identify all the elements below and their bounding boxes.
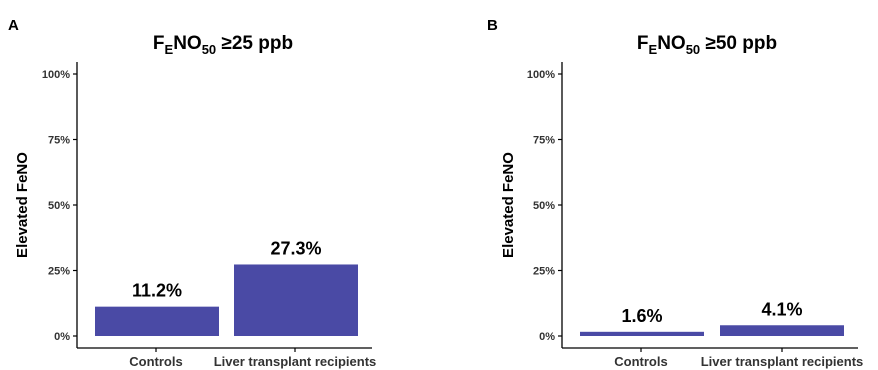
data-label: 1.6% [621,306,662,326]
y-tick-label: 25% [48,266,70,278]
x-tick-label: Liver transplant recipients [701,354,864,369]
title-part-title-main: F [153,33,165,54]
y-tick-label: 0% [54,331,70,343]
title-part-title-mid: NO [657,33,686,54]
chart-panel-a: A FENO50 ≥25 ppb Elevated FeNO 0% 25% 50% 75% 1… [8,17,376,369]
chart-title: FENO50 ≥50 ppb [637,33,777,57]
y-tick-label: 75% [48,135,70,147]
panel-letter: B [487,17,498,34]
panel-letter: A [8,17,19,34]
chart-panel-b: B FENO50 ≥50 ppb Elevated FeNO 0% 25% 50% 75% 1… [487,17,863,369]
bar [234,264,358,336]
title-part-title-main: F [637,33,649,54]
bar [95,306,219,336]
data-label: 11.2% [132,281,182,301]
title-part-title-sub1: E [165,42,174,57]
y-tick-label: 50% [533,200,555,212]
y-tick-label: 0% [539,331,555,343]
y-tick-label: 50% [48,200,70,212]
title-part-title-tail: ≥50 ppb [700,33,777,54]
y-tick-label: 25% [533,266,555,278]
chart-title: FENO50 ≥25 ppb [153,33,293,57]
y-axis-label: Elevated FeNO [14,152,31,258]
title-part-title-tail: ≥25 ppb [216,33,293,54]
data-label: 4.1% [761,299,802,319]
x-tick-label: Liver transplant recipients [214,354,377,369]
bar [720,325,844,336]
y-axis-label: Elevated FeNO [500,152,517,258]
y-tick-label: 100% [527,69,555,81]
y-tick-label: 100% [42,69,70,81]
bar [580,331,704,336]
x-tick-label: Controls [129,354,182,369]
x-tick-label: Controls [614,354,667,369]
title-part-title-mid: NO [173,33,202,54]
title-part-title-sub2: 50 [202,42,216,57]
title-part-title-sub2: 50 [686,42,700,57]
title-part-title-sub1: E [649,42,658,57]
data-label: 27.3% [270,238,321,258]
y-tick-label: 75% [533,135,555,147]
